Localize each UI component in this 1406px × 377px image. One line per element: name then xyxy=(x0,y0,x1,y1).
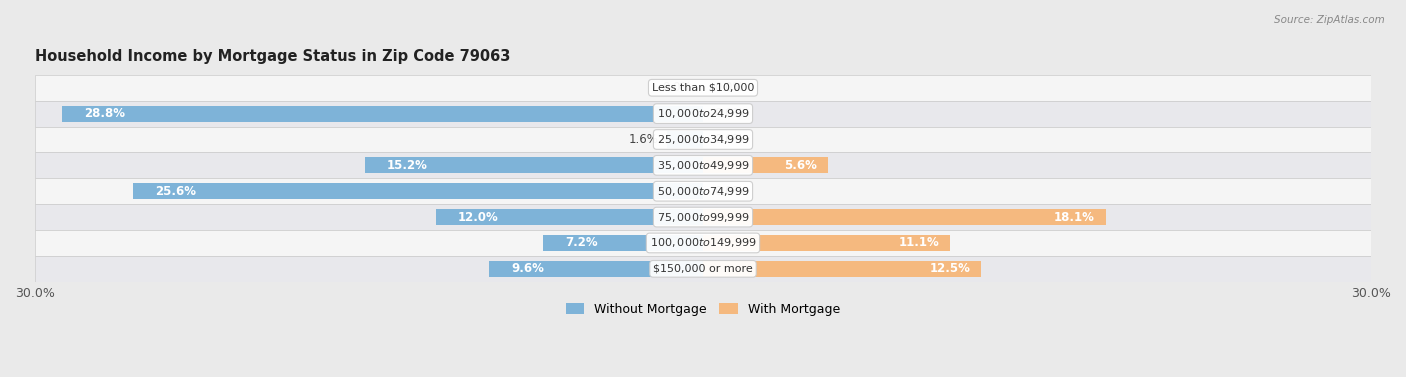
Text: $150,000 or more: $150,000 or more xyxy=(654,264,752,274)
Bar xyxy=(436,209,703,225)
Bar xyxy=(703,235,950,251)
Text: 9.6%: 9.6% xyxy=(512,262,544,275)
Bar xyxy=(35,230,1371,256)
Text: 0.0%: 0.0% xyxy=(714,81,744,94)
Text: 28.8%: 28.8% xyxy=(84,107,125,120)
Bar xyxy=(62,106,703,122)
Bar xyxy=(489,261,703,277)
Text: 0.0%: 0.0% xyxy=(662,81,692,94)
Bar xyxy=(134,183,703,199)
Text: $50,000 to $74,999: $50,000 to $74,999 xyxy=(657,185,749,198)
Text: Household Income by Mortgage Status in Zip Code 79063: Household Income by Mortgage Status in Z… xyxy=(35,49,510,64)
Text: Less than $10,000: Less than $10,000 xyxy=(652,83,754,93)
Text: 0.0%: 0.0% xyxy=(714,133,744,146)
Text: 12.0%: 12.0% xyxy=(458,211,499,224)
Text: 0.0%: 0.0% xyxy=(714,107,744,120)
Text: 18.1%: 18.1% xyxy=(1054,211,1095,224)
Bar xyxy=(668,132,703,147)
Text: $25,000 to $34,999: $25,000 to $34,999 xyxy=(657,133,749,146)
Text: 5.6%: 5.6% xyxy=(783,159,817,172)
Bar xyxy=(543,235,703,251)
Text: 11.1%: 11.1% xyxy=(898,236,939,250)
Bar xyxy=(35,178,1371,204)
Bar xyxy=(35,204,1371,230)
Text: $100,000 to $149,999: $100,000 to $149,999 xyxy=(650,236,756,250)
Bar xyxy=(35,256,1371,282)
Bar xyxy=(35,152,1371,178)
Bar xyxy=(35,75,1371,101)
Bar xyxy=(703,157,828,173)
Text: 12.5%: 12.5% xyxy=(929,262,970,275)
Bar xyxy=(703,261,981,277)
Text: 15.2%: 15.2% xyxy=(387,159,427,172)
Bar xyxy=(35,101,1371,127)
Text: Source: ZipAtlas.com: Source: ZipAtlas.com xyxy=(1274,15,1385,25)
Bar xyxy=(35,127,1371,152)
Text: 1.6%: 1.6% xyxy=(628,133,658,146)
Legend: Without Mortgage, With Mortgage: Without Mortgage, With Mortgage xyxy=(561,298,845,321)
Text: $10,000 to $24,999: $10,000 to $24,999 xyxy=(657,107,749,120)
Text: $75,000 to $99,999: $75,000 to $99,999 xyxy=(657,211,749,224)
Text: 7.2%: 7.2% xyxy=(565,236,598,250)
Text: 25.6%: 25.6% xyxy=(155,185,197,198)
Text: 0.0%: 0.0% xyxy=(714,185,744,198)
Bar xyxy=(703,209,1107,225)
Bar xyxy=(364,157,703,173)
Text: $35,000 to $49,999: $35,000 to $49,999 xyxy=(657,159,749,172)
